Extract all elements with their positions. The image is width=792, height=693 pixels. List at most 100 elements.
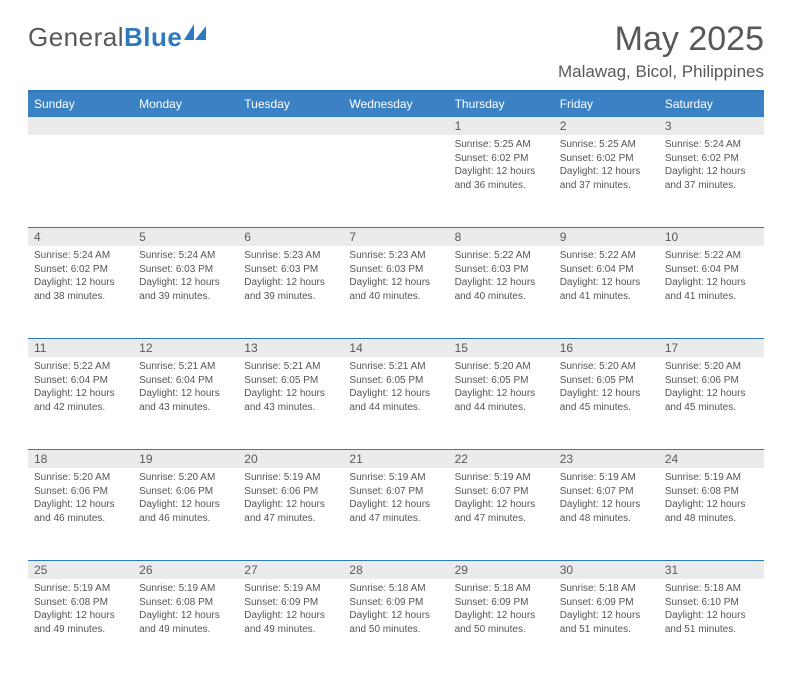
day-details: Sunrise: 5:25 AMSunset: 6:02 PMDaylight:… [449, 135, 554, 198]
day-details: Sunrise: 5:21 AMSunset: 6:04 PMDaylight:… [133, 357, 238, 420]
day-number: 5 [133, 228, 238, 246]
day-number-cell [28, 117, 133, 136]
day-details: Sunrise: 5:18 AMSunset: 6:09 PMDaylight:… [343, 579, 448, 642]
day-number-cell: 29 [449, 561, 554, 580]
day-number-row: 123 [28, 117, 764, 136]
day-details: Sunrise: 5:22 AMSunset: 6:03 PMDaylight:… [449, 246, 554, 309]
day-number-cell: 31 [659, 561, 764, 580]
day-content-cell: Sunrise: 5:21 AMSunset: 6:05 PMDaylight:… [238, 357, 343, 450]
day-number: 20 [238, 450, 343, 468]
day-number-cell: 7 [343, 228, 448, 247]
day-content-cell: Sunrise: 5:19 AMSunset: 6:08 PMDaylight:… [659, 468, 764, 561]
day-content-cell: Sunrise: 5:25 AMSunset: 6:02 PMDaylight:… [449, 135, 554, 228]
day-content-cell: Sunrise: 5:18 AMSunset: 6:09 PMDaylight:… [343, 579, 448, 671]
logo-sail-icon [184, 24, 206, 40]
day-content-cell [238, 135, 343, 228]
day-details: Sunrise: 5:24 AMSunset: 6:02 PMDaylight:… [659, 135, 764, 198]
day-content-cell: Sunrise: 5:23 AMSunset: 6:03 PMDaylight:… [343, 246, 448, 339]
day-details: Sunrise: 5:19 AMSunset: 6:08 PMDaylight:… [659, 468, 764, 531]
logo: GeneralBlue [28, 22, 206, 53]
day-number: 1 [449, 117, 554, 135]
day-content-row: Sunrise: 5:25 AMSunset: 6:02 PMDaylight:… [28, 135, 764, 228]
day-number: 26 [133, 561, 238, 579]
day-number-row: 25262728293031 [28, 561, 764, 580]
weekday-header: Monday [133, 91, 238, 117]
calendar-body: 123Sunrise: 5:25 AMSunset: 6:02 PMDaylig… [28, 117, 764, 672]
day-content-cell: Sunrise: 5:20 AMSunset: 6:06 PMDaylight:… [133, 468, 238, 561]
day-content-cell: Sunrise: 5:23 AMSunset: 6:03 PMDaylight:… [238, 246, 343, 339]
day-content-cell [133, 135, 238, 228]
logo-text-2: Blue [124, 22, 182, 53]
day-number: 11 [28, 339, 133, 357]
day-content-row: Sunrise: 5:19 AMSunset: 6:08 PMDaylight:… [28, 579, 764, 671]
weekday-header: Friday [554, 91, 659, 117]
day-number: 15 [449, 339, 554, 357]
day-details: Sunrise: 5:20 AMSunset: 6:06 PMDaylight:… [28, 468, 133, 531]
day-content-row: Sunrise: 5:22 AMSunset: 6:04 PMDaylight:… [28, 357, 764, 450]
weekday-header: Saturday [659, 91, 764, 117]
day-number: 27 [238, 561, 343, 579]
day-details: Sunrise: 5:19 AMSunset: 6:06 PMDaylight:… [238, 468, 343, 531]
weekday-header: Tuesday [238, 91, 343, 117]
day-number-cell: 22 [449, 450, 554, 469]
day-number: 16 [554, 339, 659, 357]
day-details: Sunrise: 5:18 AMSunset: 6:10 PMDaylight:… [659, 579, 764, 642]
day-number: 14 [343, 339, 448, 357]
day-number: 21 [343, 450, 448, 468]
day-content-cell: Sunrise: 5:21 AMSunset: 6:04 PMDaylight:… [133, 357, 238, 450]
day-number: 19 [133, 450, 238, 468]
day-number-cell: 21 [343, 450, 448, 469]
day-number: 22 [449, 450, 554, 468]
day-number: 12 [133, 339, 238, 357]
day-number-cell: 1 [449, 117, 554, 136]
day-content-cell [343, 135, 448, 228]
day-number: 23 [554, 450, 659, 468]
day-content-cell: Sunrise: 5:21 AMSunset: 6:05 PMDaylight:… [343, 357, 448, 450]
header: GeneralBlue May 2025 Malawag, Bicol, Phi… [28, 22, 764, 82]
day-number: 30 [554, 561, 659, 579]
day-number-row: 11121314151617 [28, 339, 764, 358]
day-number-cell: 30 [554, 561, 659, 580]
day-details: Sunrise: 5:22 AMSunset: 6:04 PMDaylight:… [554, 246, 659, 309]
day-number-cell: 8 [449, 228, 554, 247]
day-number-cell: 26 [133, 561, 238, 580]
day-content-cell: Sunrise: 5:19 AMSunset: 6:07 PMDaylight:… [343, 468, 448, 561]
day-number-cell: 17 [659, 339, 764, 358]
day-content-cell: Sunrise: 5:18 AMSunset: 6:09 PMDaylight:… [554, 579, 659, 671]
weekday-header-row: Sunday Monday Tuesday Wednesday Thursday… [28, 91, 764, 117]
day-number: 31 [659, 561, 764, 579]
day-number-cell [343, 117, 448, 136]
day-content-cell: Sunrise: 5:19 AMSunset: 6:07 PMDaylight:… [554, 468, 659, 561]
day-content-row: Sunrise: 5:24 AMSunset: 6:02 PMDaylight:… [28, 246, 764, 339]
day-number: 7 [343, 228, 448, 246]
day-number-cell: 25 [28, 561, 133, 580]
day-content-row: Sunrise: 5:20 AMSunset: 6:06 PMDaylight:… [28, 468, 764, 561]
day-number-cell [133, 117, 238, 136]
day-number: 9 [554, 228, 659, 246]
day-number-cell: 6 [238, 228, 343, 247]
day-content-cell: Sunrise: 5:19 AMSunset: 6:08 PMDaylight:… [133, 579, 238, 671]
day-details: Sunrise: 5:20 AMSunset: 6:05 PMDaylight:… [554, 357, 659, 420]
title-block: May 2025 Malawag, Bicol, Philippines [558, 22, 764, 82]
day-number-cell: 27 [238, 561, 343, 580]
day-number: 13 [238, 339, 343, 357]
day-number-row: 18192021222324 [28, 450, 764, 469]
day-content-cell: Sunrise: 5:19 AMSunset: 6:07 PMDaylight:… [449, 468, 554, 561]
day-number-cell: 9 [554, 228, 659, 247]
day-content-cell: Sunrise: 5:25 AMSunset: 6:02 PMDaylight:… [554, 135, 659, 228]
day-number-cell: 4 [28, 228, 133, 247]
weekday-header: Wednesday [343, 91, 448, 117]
day-details: Sunrise: 5:18 AMSunset: 6:09 PMDaylight:… [554, 579, 659, 642]
day-details: Sunrise: 5:25 AMSunset: 6:02 PMDaylight:… [554, 135, 659, 198]
day-content-cell: Sunrise: 5:24 AMSunset: 6:03 PMDaylight:… [133, 246, 238, 339]
day-content-cell: Sunrise: 5:19 AMSunset: 6:06 PMDaylight:… [238, 468, 343, 561]
day-number: 18 [28, 450, 133, 468]
day-details: Sunrise: 5:19 AMSunset: 6:09 PMDaylight:… [238, 579, 343, 642]
day-number: 17 [659, 339, 764, 357]
day-content-cell: Sunrise: 5:19 AMSunset: 6:08 PMDaylight:… [28, 579, 133, 671]
day-details: Sunrise: 5:19 AMSunset: 6:08 PMDaylight:… [28, 579, 133, 642]
day-details: Sunrise: 5:22 AMSunset: 6:04 PMDaylight:… [28, 357, 133, 420]
day-content-cell [28, 135, 133, 228]
day-number-cell: 20 [238, 450, 343, 469]
day-details: Sunrise: 5:24 AMSunset: 6:03 PMDaylight:… [133, 246, 238, 309]
